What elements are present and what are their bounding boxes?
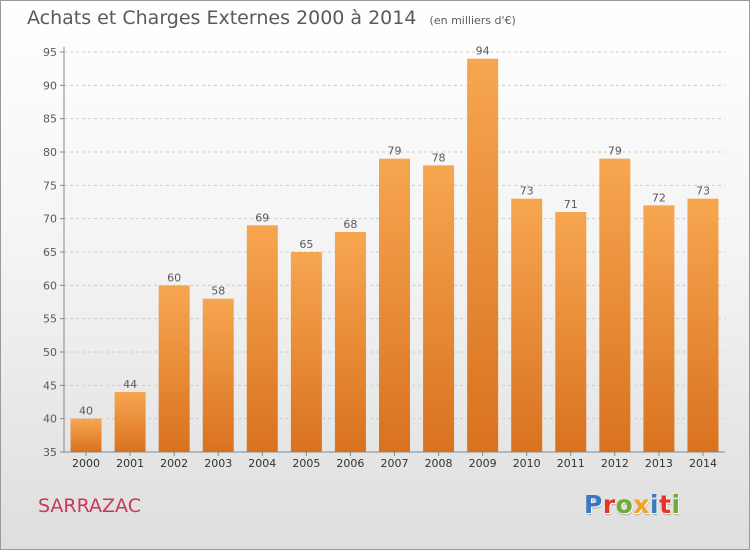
y-tick-label: 55 [43, 313, 57, 326]
y-tick-label: 75 [43, 179, 57, 192]
x-tick-label: 2000 [72, 457, 100, 470]
y-tick-label: 60 [43, 279, 57, 292]
logo-letter: x [633, 490, 650, 519]
bar [687, 198, 719, 452]
x-tick-label: 2010 [513, 457, 541, 470]
data-label: 78 [432, 151, 446, 164]
data-label: 69 [255, 211, 269, 224]
proxiti-logo: Proxiti [584, 490, 681, 519]
y-tick-label: 40 [43, 413, 57, 426]
logo-letter: r [602, 490, 616, 519]
chart-title-block: Achats et Charges Externes 2000 à 2014 (… [27, 7, 516, 29]
x-tick-label: 2011 [557, 457, 585, 470]
x-tick-label: 2001 [116, 457, 144, 470]
x-tick-label: 2006 [336, 457, 364, 470]
x-tick-label: 2002 [160, 457, 188, 470]
bar [511, 198, 543, 452]
y-tick-label: 80 [43, 146, 57, 159]
data-label: 94 [476, 45, 490, 58]
x-tick-label: 2008 [425, 457, 453, 470]
y-tick-label: 85 [43, 113, 57, 126]
bar [114, 392, 146, 452]
x-tick-label: 2009 [469, 457, 497, 470]
x-tick-label: 2005 [292, 457, 320, 470]
y-tick-label: 45 [43, 379, 57, 392]
x-tick-label: 2012 [601, 457, 629, 470]
x-tick-label: 2007 [381, 457, 409, 470]
y-tick-label: 95 [43, 46, 57, 59]
data-label: 79 [388, 145, 402, 158]
x-tick-label: 2013 [645, 457, 673, 470]
logo-letter: P [584, 490, 603, 519]
data-label: 65 [299, 238, 313, 251]
unit-note: (en milliers d'€) [429, 14, 516, 27]
y-tick-label: 35 [43, 446, 57, 459]
logo-letter: i [671, 490, 681, 519]
y-tick-label: 70 [43, 213, 57, 226]
bar [643, 205, 675, 452]
bar [599, 158, 631, 452]
data-label: 73 [520, 185, 534, 198]
x-tick-label: 2004 [248, 457, 276, 470]
logo-letter: t [659, 490, 672, 519]
data-label: 44 [123, 378, 137, 391]
x-tick-label: 2003 [204, 457, 232, 470]
data-label: 72 [652, 191, 666, 204]
bar [290, 252, 322, 452]
bar [334, 232, 366, 452]
x-tick-label: 2014 [689, 457, 717, 470]
data-label: 58 [211, 285, 225, 298]
data-label: 71 [564, 198, 578, 211]
bar [158, 285, 190, 452]
bar [70, 418, 102, 452]
logo-letter: i [650, 490, 660, 519]
data-label: 73 [696, 185, 710, 198]
data-label: 60 [167, 271, 181, 284]
bar [467, 58, 499, 453]
data-label: 79 [608, 145, 622, 158]
bar [423, 165, 455, 453]
data-label: 40 [79, 405, 93, 418]
y-tick-label: 65 [43, 246, 57, 259]
logo-letter: o [615, 490, 634, 519]
data-label: 68 [343, 218, 357, 231]
commune-name: SARRAZAC [38, 495, 141, 517]
bar [555, 212, 587, 452]
bar [202, 298, 234, 452]
bar [379, 158, 410, 452]
chart-title: Achats et Charges Externes 2000 à 2014 [27, 7, 417, 29]
bar [246, 225, 278, 452]
y-tick-label: 90 [43, 79, 57, 92]
y-tick-label: 50 [43, 346, 57, 359]
